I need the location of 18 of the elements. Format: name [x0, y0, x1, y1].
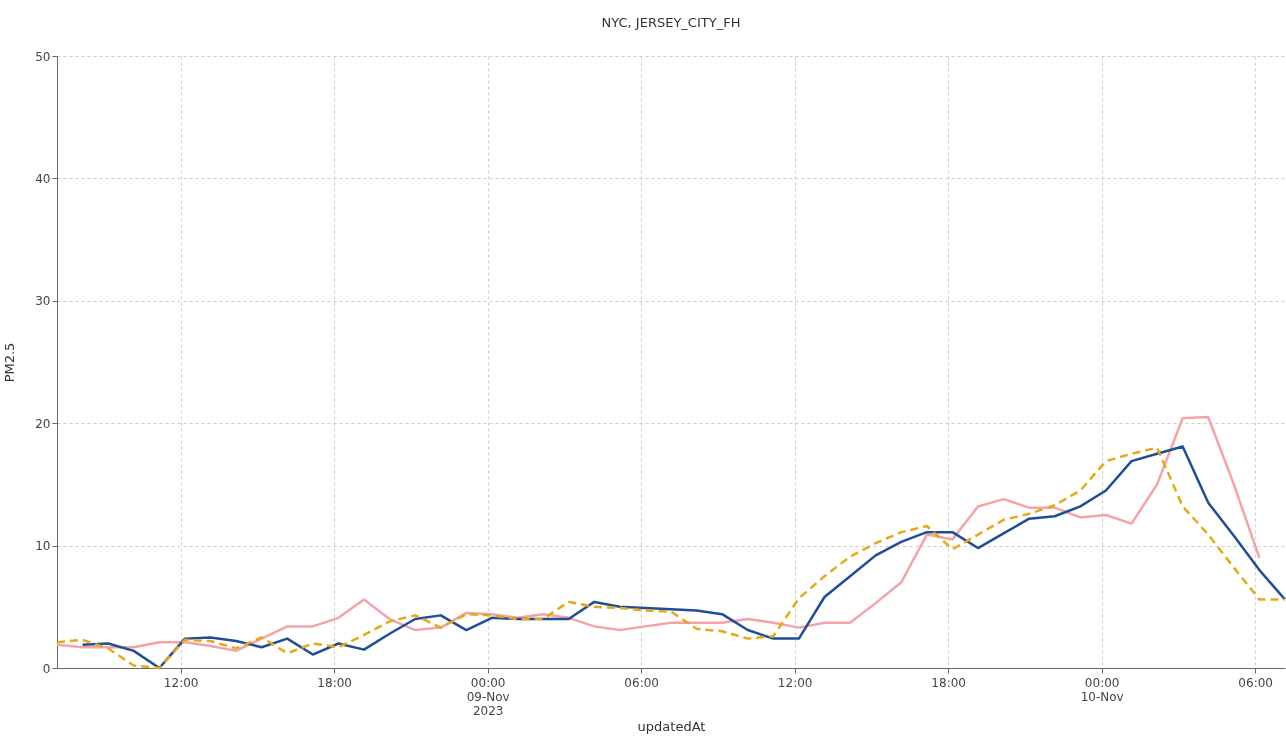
y-axis-title: PM2.5: [2, 342, 18, 383]
x-tick-label: 18:00: [931, 675, 966, 690]
y-tick-label: 20: [35, 416, 51, 431]
x-tick-label: 12:00: [777, 675, 813, 690]
x-tick-label: 18:00: [317, 675, 352, 690]
x-axis-title: updatedAt: [637, 718, 706, 734]
y-tick-label: 10: [35, 539, 51, 554]
x-tick-label: 00:00 09-Nov 2023: [466, 675, 510, 718]
x-tick-label: 00:00 10-Nov: [1080, 675, 1124, 704]
x-tick-label: 06:00: [624, 675, 659, 690]
y-tick-label: 40: [35, 171, 51, 186]
x-tick-label: 12:00: [163, 675, 199, 690]
line-series: [55, 415, 1261, 653]
chart-title: NYC, JERSEY_CITY_FH: [601, 15, 741, 30]
x-tick-label: 06:00: [1238, 675, 1273, 690]
y-tick-label: 0: [42, 661, 51, 676]
y-tick-label: 50: [35, 49, 51, 64]
y-tick-label: 30: [35, 294, 51, 309]
